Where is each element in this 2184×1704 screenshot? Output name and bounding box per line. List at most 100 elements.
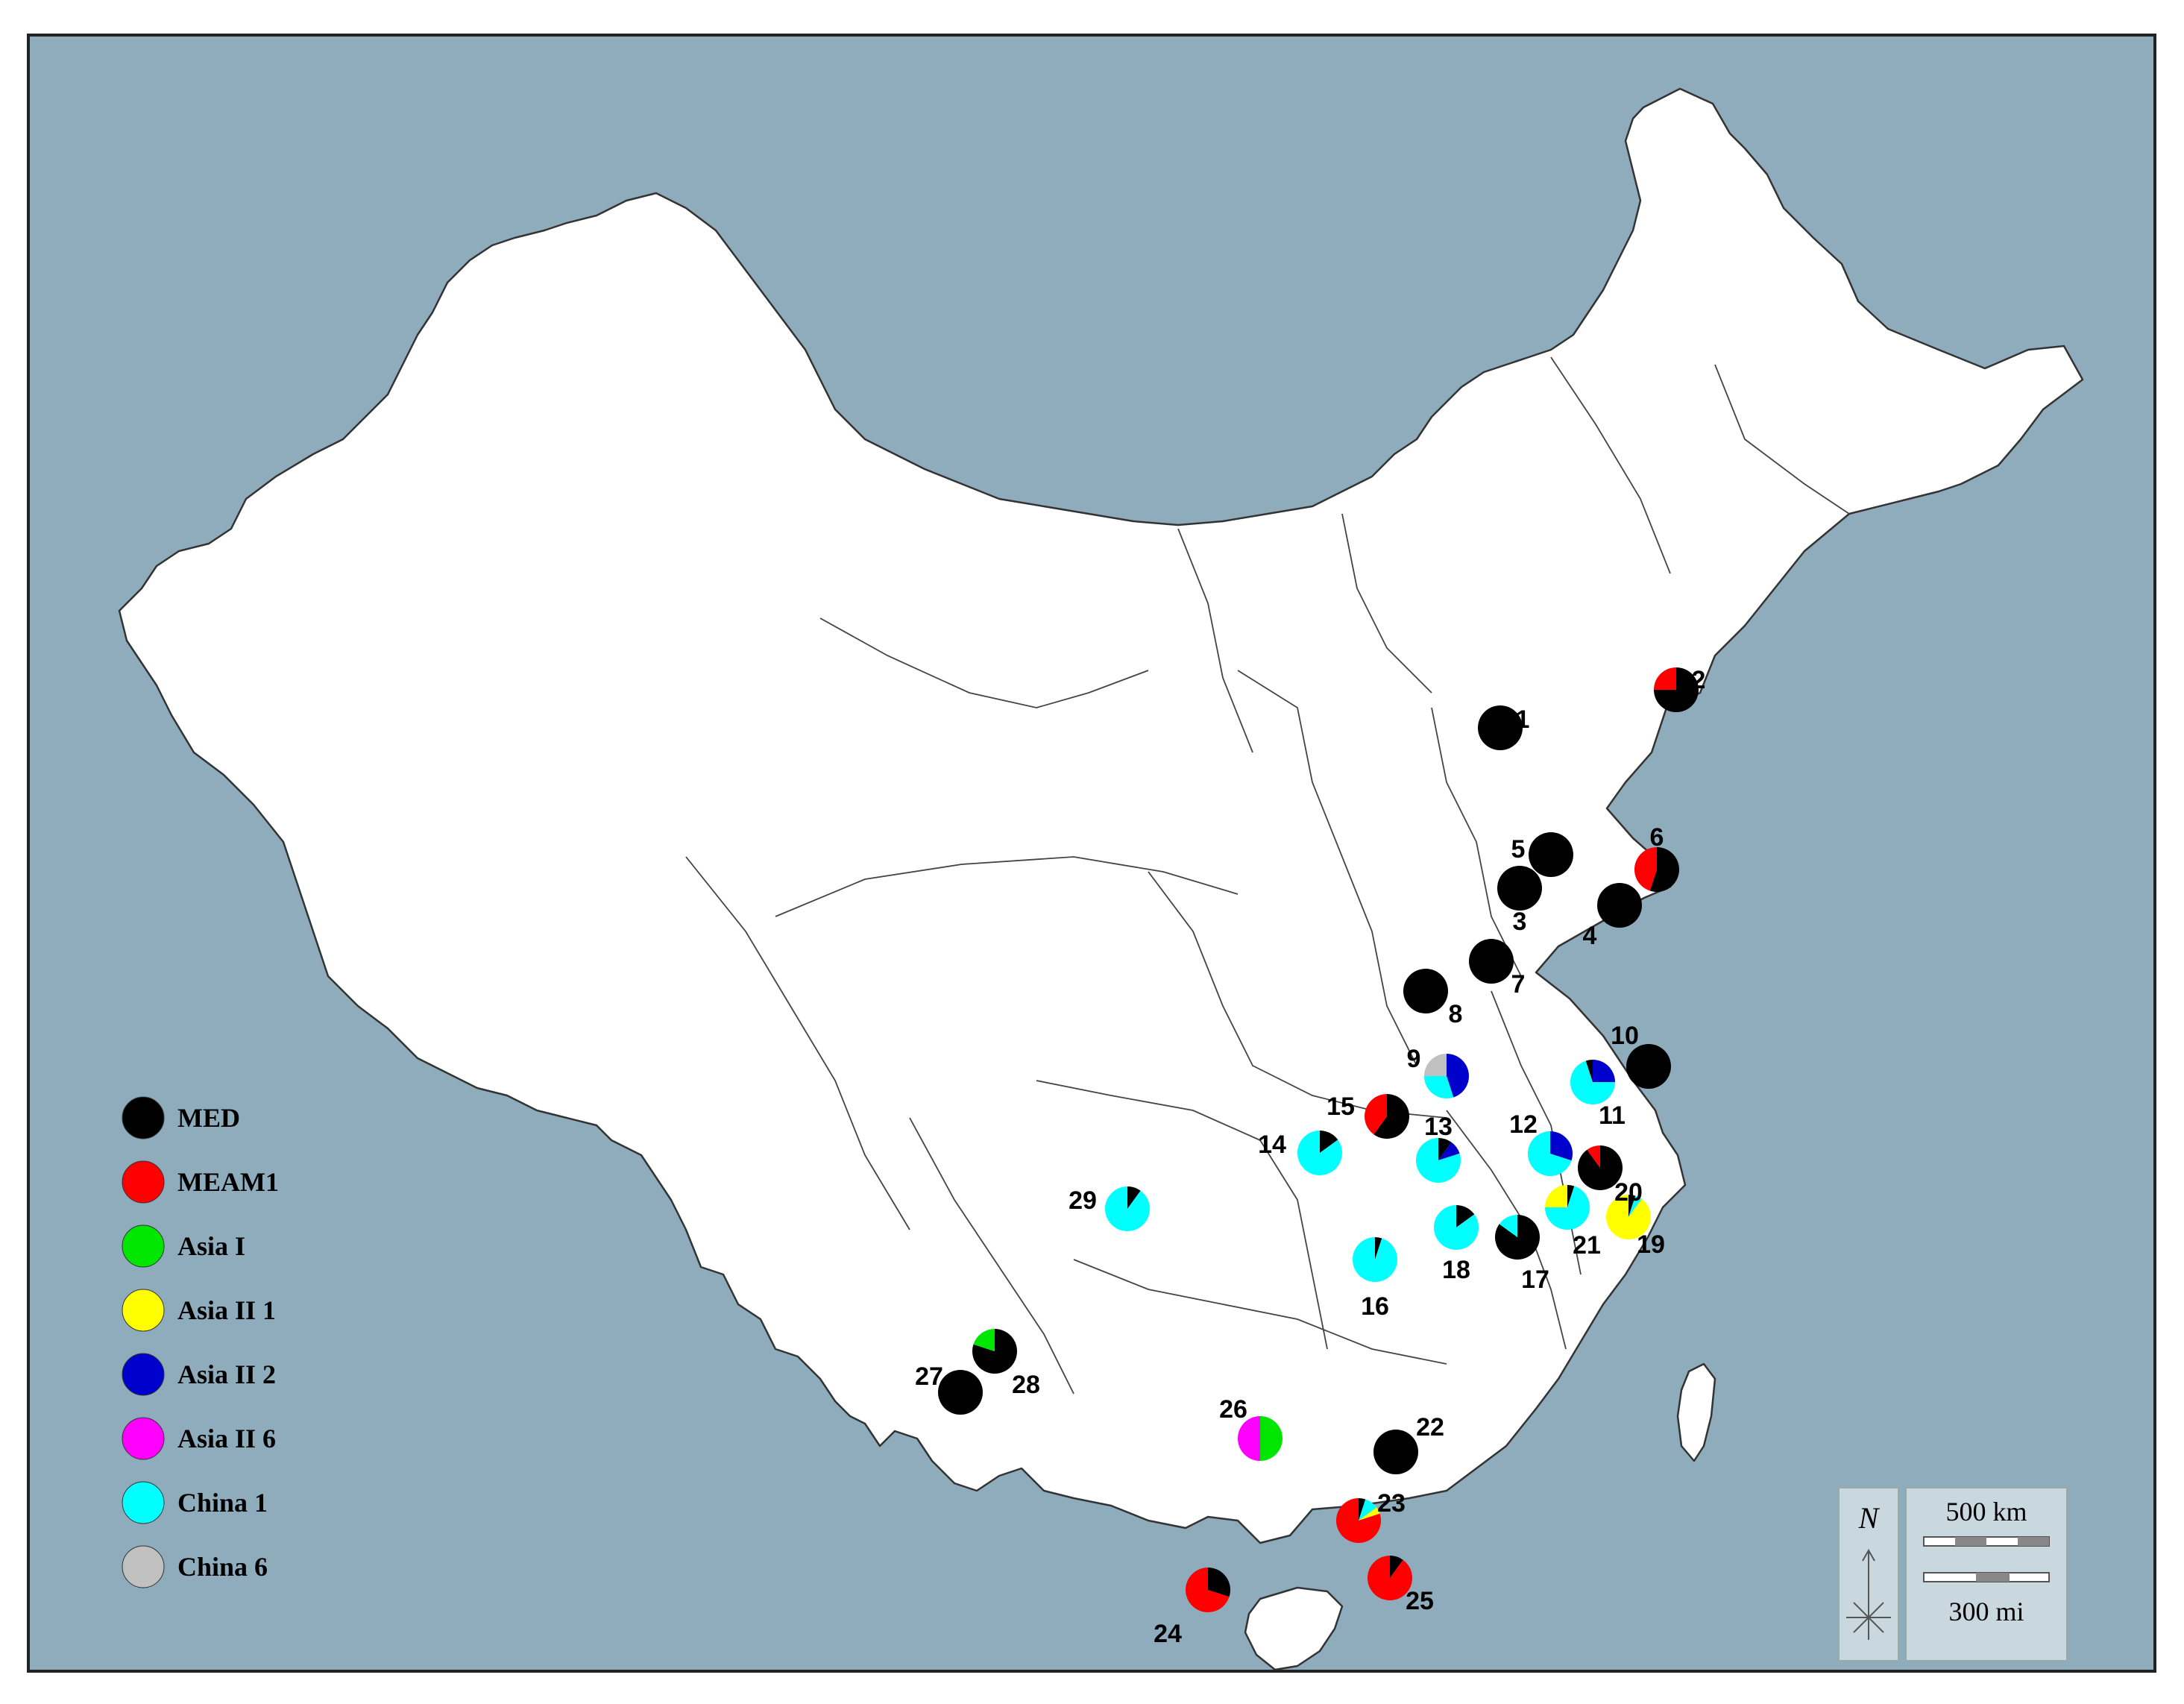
map-frame: MED MEAM1 Asia I Asia II 1 Asia II 2 Asia II … [27, 34, 2156, 1673]
legend-swatch [122, 1545, 165, 1588]
china-map: MED MEAM1 Asia I Asia II 1 Asia II 2 Asia II … [118, 87, 2084, 1670]
site-label: 24 [1154, 1620, 1182, 1648]
pie-slice [1550, 1131, 1573, 1161]
legend-swatch [122, 1417, 165, 1460]
site-pie-22: 22 [1373, 1413, 1444, 1474]
legend-swatch [122, 1353, 165, 1396]
site-label: 8 [1449, 1000, 1463, 1028]
pie-slice [973, 1329, 995, 1351]
pie-slice [1186, 1568, 1230, 1612]
site-label: 4 [1583, 922, 1597, 950]
pie-slice [1320, 1131, 1338, 1153]
site-label: 10 [1611, 1022, 1639, 1050]
site-pie-29: 29 [1069, 1186, 1151, 1231]
pie-slice [1390, 1556, 1403, 1578]
site-label: 6 [1650, 823, 1664, 852]
site-label: 12 [1509, 1110, 1538, 1139]
site-label: 9 [1407, 1045, 1421, 1073]
site-pie-12: 12 [1509, 1110, 1573, 1176]
pie-slice [1365, 1094, 1387, 1135]
pie-slice [1353, 1237, 1397, 1283]
site-pies: 123 45 67891011121314151617181920212223242… [915, 666, 1705, 1648]
site-pie-26: 26 [1219, 1395, 1283, 1461]
site-pie-14: 14 [1258, 1131, 1342, 1176]
pie-slice [1626, 1044, 1671, 1089]
pie-slice [1529, 832, 1573, 877]
site-pie-20: 20 [1578, 1145, 1643, 1207]
legend-label: China 6 [177, 1552, 268, 1582]
site-pie-2: 2 [1654, 666, 1705, 712]
legend-label: Asia II 2 [177, 1359, 276, 1389]
hainan-outline [1244, 1586, 1344, 1670]
site-label: 18 [1442, 1256, 1470, 1284]
site-label: 28 [1012, 1371, 1040, 1399]
pie-slice [1105, 1186, 1151, 1231]
pie-slice [1649, 847, 1679, 892]
site-label: 13 [1424, 1113, 1453, 1141]
pie-slice [1438, 1142, 1460, 1160]
pie-slice [1359, 1499, 1377, 1521]
legend-label: MED [177, 1103, 240, 1133]
pie-slice [1416, 1138, 1461, 1183]
site-label: 21 [1573, 1231, 1601, 1260]
site-label: 26 [1219, 1395, 1247, 1424]
site-label: 7 [1511, 970, 1526, 999]
legend-label: Asia II 6 [177, 1424, 276, 1453]
site-label: 14 [1258, 1131, 1286, 1159]
site-label: 20 [1614, 1178, 1643, 1207]
site-label: 23 [1377, 1489, 1406, 1518]
site-label: 1 [1516, 705, 1530, 734]
pie-slice [1438, 1138, 1452, 1160]
legend: MED MEAM1 Asia I Asia II 1 Asia II 2 Asia II … [122, 1096, 279, 1588]
legend-swatch [122, 1224, 165, 1268]
site-pie-19: 19 [1606, 1195, 1665, 1259]
pie-slice [1528, 1131, 1572, 1176]
pie-slice [1570, 1060, 1615, 1105]
site-pie-7: 7 [1469, 939, 1525, 999]
legend-label: Asia I [177, 1231, 245, 1261]
site-label: 19 [1637, 1230, 1665, 1259]
site-pie-13: 13 [1416, 1113, 1461, 1183]
pie-slice [1424, 1054, 1447, 1076]
site-label: 16 [1361, 1292, 1389, 1321]
pie-slice [1545, 1186, 1590, 1230]
site-pie-28: 28 [972, 1329, 1040, 1399]
pie-slice [1238, 1416, 1260, 1461]
scale-mi-label: 300 mi [1948, 1597, 2024, 1626]
site-pie-1: 1 [1478, 705, 1529, 750]
pie-slice [1127, 1186, 1141, 1209]
pie-slice [1567, 1185, 1575, 1207]
pie-slice [1359, 1498, 1366, 1521]
pie-slice [1478, 705, 1523, 750]
pie-slice [1585, 1060, 1593, 1082]
pie-slice [1208, 1568, 1230, 1597]
pie-slice [1497, 866, 1542, 911]
pie-slice [1578, 1145, 1623, 1191]
site-pie-21: 21 [1545, 1185, 1601, 1260]
site-pie-17: 17 [1494, 1215, 1549, 1294]
pie-slice [1336, 1498, 1382, 1544]
site-pie-4: 4 [1583, 883, 1642, 950]
pie-slice [1359, 1507, 1380, 1521]
site-pie-27: 27 [915, 1362, 983, 1415]
site-pie-18: 18 [1433, 1205, 1479, 1284]
pie-slice [1545, 1185, 1567, 1207]
site-label: 15 [1327, 1092, 1355, 1121]
pie-slice [1375, 1237, 1382, 1260]
legend-label: MEAM1 [177, 1167, 279, 1197]
pie-slice [1469, 939, 1514, 984]
pie-slice [1403, 969, 1448, 1013]
pie-slice [1499, 1215, 1517, 1237]
pie-slice [1373, 1094, 1410, 1139]
site-pie-15: 15 [1327, 1092, 1410, 1139]
pie-slice [1597, 883, 1642, 928]
pie-slice [1634, 847, 1657, 891]
site-label: 25 [1406, 1587, 1434, 1615]
taiwan-outline [1676, 1362, 1716, 1462]
legend-swatch [122, 1289, 165, 1332]
site-label: 11 [1599, 1101, 1626, 1130]
site-pie-6: 6 [1634, 823, 1679, 892]
site-label: 22 [1416, 1413, 1444, 1442]
pie-slice [1433, 1205, 1479, 1251]
legend-label: Asia II 1 [177, 1295, 276, 1325]
